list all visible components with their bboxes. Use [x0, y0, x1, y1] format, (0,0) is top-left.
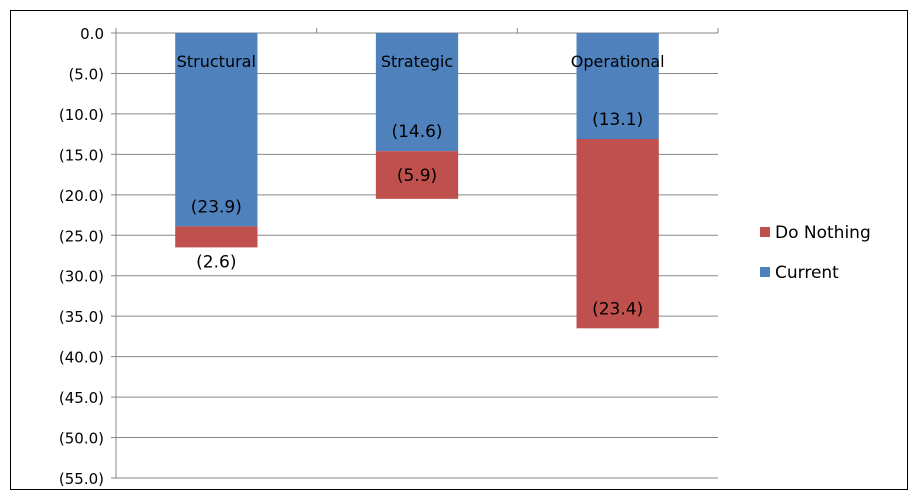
y-tick-label: (50.0)	[59, 430, 104, 448]
y-tick-label: (10.0)	[59, 106, 104, 124]
data-label: (2.6)	[196, 252, 236, 272]
y-tick-label: (15.0)	[59, 146, 104, 164]
legend-swatch	[760, 267, 770, 277]
y-tick-label: (55.0)	[59, 470, 104, 488]
y-tick-label: (25.0)	[59, 227, 104, 245]
bar-do-nothing	[576, 138, 659, 329]
bar-current	[175, 33, 258, 227]
data-label: (5.9)	[397, 166, 437, 186]
y-tick-label: (35.0)	[59, 308, 104, 326]
y-tick-label: 0.0	[80, 25, 104, 43]
category-label: Strategic	[381, 52, 453, 71]
chart-frame	[10, 10, 908, 490]
category-label: Structural	[177, 52, 256, 71]
data-label: (23.4)	[592, 299, 643, 319]
legend-label: Do Nothing	[775, 223, 871, 243]
category-label: Operational	[571, 52, 665, 71]
data-label: (23.9)	[191, 197, 242, 217]
y-tick-label: (5.0)	[68, 65, 104, 83]
y-tick-label: (45.0)	[59, 389, 104, 407]
bar-do-nothing	[175, 226, 258, 248]
legend-swatch	[760, 227, 770, 237]
y-tick-label: (30.0)	[59, 268, 104, 286]
data-label: (14.6)	[391, 122, 442, 142]
y-tick-label: (20.0)	[59, 187, 104, 205]
y-tick-label: (40.0)	[59, 349, 104, 367]
data-label: (13.1)	[592, 110, 643, 130]
bar-do-nothing	[375, 151, 459, 199]
bar-current	[576, 33, 659, 139]
legend-label: Current	[775, 263, 839, 283]
bar-current	[375, 33, 459, 152]
